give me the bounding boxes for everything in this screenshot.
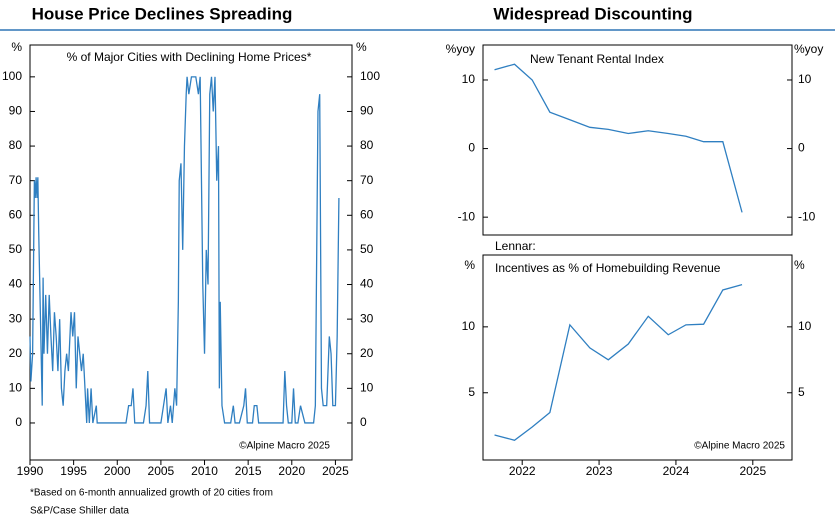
x-tick-label: 2020 <box>278 464 305 478</box>
data-line <box>29 76 340 424</box>
y-tick-label: 0 <box>798 141 805 155</box>
y-tick-label: 10 <box>798 319 812 333</box>
data-line <box>494 284 743 441</box>
y-tick-label: 70 <box>9 173 23 187</box>
y-unit-label: %yoy <box>446 42 475 56</box>
y-tick-label: 0 <box>360 415 367 429</box>
y-tick-label: 50 <box>9 242 23 256</box>
footnote: *Based on 6-month annualized growth of 2… <box>30 488 273 499</box>
y-tick-label: 90 <box>360 104 374 118</box>
data-line <box>494 63 743 213</box>
y-tick-label: 10 <box>360 381 374 395</box>
y-tick-label: 100 <box>2 69 22 83</box>
chart-subtitle: % of Major Cities with Declining Home Pr… <box>67 50 312 64</box>
y-tick-label: 30 <box>9 311 23 325</box>
x-tick-label: 2000 <box>104 464 131 478</box>
y-tick-label: 20 <box>360 346 374 360</box>
chart-title: House Price Declines Spreading <box>32 4 293 23</box>
x-tick-label: 1990 <box>17 464 44 478</box>
y-tick-label: 100 <box>360 69 380 83</box>
x-tick-label: 2015 <box>235 464 262 478</box>
plot-frame <box>482 44 793 236</box>
x-tick-label: 2010 <box>191 464 218 478</box>
y-unit-label: % <box>464 258 475 272</box>
chart-subtitle: Lennar: <box>495 239 536 253</box>
y-tick-label: 80 <box>360 138 374 152</box>
y-unit-label: % <box>11 40 22 54</box>
y-tick-label: -10 <box>458 209 476 223</box>
footnote: S&P/Case Shiller data <box>30 506 129 517</box>
x-tick-label: 2025 <box>739 464 766 478</box>
y-tick-label: 5 <box>468 385 475 399</box>
y-tick-label: 70 <box>360 173 374 187</box>
y-tick-label: 30 <box>360 311 374 325</box>
y-tick-label: 0 <box>468 141 475 155</box>
y-tick-label: 80 <box>9 138 23 152</box>
y-tick-label: 10 <box>462 319 476 333</box>
plot-frame <box>29 44 353 461</box>
y-unit-label: % <box>794 258 805 272</box>
y-tick-label: 10 <box>798 72 812 86</box>
y-tick-label: 10 <box>462 72 476 86</box>
y-tick-label: 20 <box>9 346 23 360</box>
y-unit-label: % <box>356 40 367 54</box>
y-tick-label: 50 <box>360 242 374 256</box>
y-tick-label: 0 <box>15 415 22 429</box>
y-tick-label: 90 <box>9 104 23 118</box>
y-tick-label: 10 <box>9 381 23 395</box>
source-note: ©Alpine Macro 2025 <box>239 441 330 452</box>
x-tick-label: 2024 <box>663 464 690 478</box>
y-tick-label: 40 <box>9 277 23 291</box>
x-tick-label: 2025 <box>322 464 349 478</box>
y-tick-label: 40 <box>360 277 374 291</box>
y-tick-label: 60 <box>360 207 374 221</box>
x-tick-label: 2023 <box>586 464 613 478</box>
chart-title: Widespread Discounting <box>493 4 692 23</box>
chart-subtitle: New Tenant Rental Index <box>530 52 664 66</box>
plot-frame <box>482 254 793 461</box>
chart-subtitle: Incentives as % of Homebuilding Revenue <box>495 261 721 275</box>
y-tick-label: 60 <box>9 207 23 221</box>
y-tick-label: 5 <box>798 385 805 399</box>
x-tick-label: 1995 <box>60 464 87 478</box>
x-tick-label: 2022 <box>509 464 536 478</box>
source-note: ©Alpine Macro 2025 <box>694 441 785 452</box>
x-tick-label: 2005 <box>148 464 175 478</box>
y-unit-label: %yoy <box>794 42 823 56</box>
y-tick-label: -10 <box>798 209 816 223</box>
